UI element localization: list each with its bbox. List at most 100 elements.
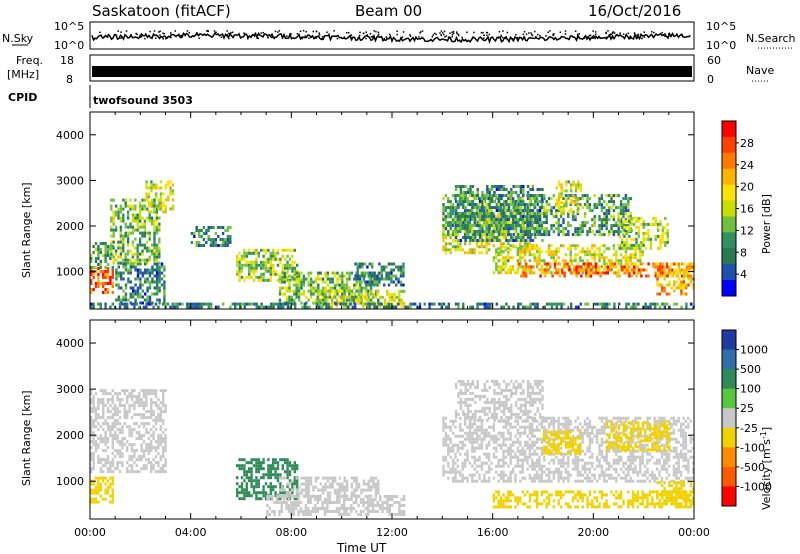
heatmap-cell [490,188,494,191]
heatmap-cell [99,398,102,402]
heatmap-cell [687,262,690,266]
heatmap-cell [583,224,587,228]
heatmap-cell [589,268,593,272]
heatmap-cell [124,268,128,272]
heatmap-cell [116,464,119,468]
heatmap-cell [380,271,383,275]
heatmap-cell [150,252,154,256]
heatmap-cell [140,398,143,402]
heatmap-cell [516,218,520,222]
heatmap-cell [111,452,114,456]
heatmap-cell [454,233,457,237]
heatmap-cell [519,215,523,218]
heatmap-cell [262,260,265,264]
heatmap-cell [110,228,113,232]
heatmap-cell [624,203,628,207]
heatmap-cell [133,404,136,408]
heatmap-cell [402,304,406,308]
heatmap-cell [622,203,625,207]
heatmap-cell [153,198,156,202]
heatmap-cell [627,262,630,266]
heatmap-cell [126,240,130,244]
heatmap-cell [661,271,665,275]
heatmap-cell [574,195,578,199]
nsky-point [592,30,594,32]
heatmap-cell [336,283,339,287]
heatmap-cell [328,495,331,498]
heatmap-cell [104,242,107,245]
heatmap-cell [159,425,162,429]
heatmap-cell [486,185,489,188]
heatmap-cell [558,180,561,184]
heatmap-cell [171,207,175,211]
heatmap-cell [516,239,520,243]
heatmap-cell [634,305,638,309]
heatmap-cell [112,228,115,232]
heatmap-cell [110,243,113,247]
heatmap-cell [99,389,102,393]
nsky-point [515,34,517,36]
heatmap-cell [658,268,661,272]
heatmap-cell [600,197,604,201]
heatmap-cell [375,277,379,281]
heatmap-cell [102,276,105,279]
heatmap-cell [97,267,100,270]
heatmap-cell [522,271,525,275]
heatmap-cell [490,197,494,200]
heatmap-cell [624,209,628,213]
heatmap-cell [92,398,95,402]
heatmap-cell [571,218,575,222]
heatmap-cell [560,210,563,214]
heatmap-cell [162,437,165,441]
heatmap-cell [395,274,398,278]
heatmap-cell [348,289,351,293]
heatmap-cell [162,452,165,456]
heatmap-cell [147,410,150,414]
heatmap-cell [335,304,339,308]
nsky-point [318,34,321,36]
heatmap-cell [127,271,130,275]
heatmap-cell [451,230,455,234]
heatmap-cell [521,218,524,222]
heatmap-cell [128,443,131,447]
heatmap-cell [145,410,148,414]
heatmap-cell [505,203,508,206]
heatmap-cell [623,246,626,250]
heatmap-cell [139,262,142,266]
heatmap-cell [463,194,467,198]
heatmap-cell [383,283,386,287]
heatmap-cell [454,200,458,203]
heatmap-cell [627,203,630,207]
heatmap-cell [293,470,296,474]
heatmap-cell [347,295,351,299]
heatmap-cell [579,233,582,237]
heatmap-cell [531,215,534,219]
heatmap-cell [343,498,346,501]
heatmap-cell [157,204,160,208]
heatmap-cell [150,392,153,396]
heatmap-cell [444,227,448,231]
heatmap-cell [625,246,629,250]
heatmap-cell [499,250,503,254]
heatmap-cell [612,194,616,198]
heatmap-cell [106,251,110,254]
heatmap-cell [383,301,387,305]
beam-title: Beam 00 [355,2,422,20]
heatmap-cell [577,204,580,208]
heatmap-cell [136,271,140,275]
heatmap-cell [560,302,563,306]
heatmap-cell [577,198,580,202]
nsky-point [456,32,458,35]
heatmap-cell [118,443,122,447]
heatmap-cell [122,258,125,262]
heatmap-cell [375,283,379,287]
heatmap-cell [311,510,315,513]
heatmap-cell [615,221,618,225]
heatmap-cell [323,498,327,501]
heatmap-cell [97,422,100,426]
heatmap-cell [615,224,618,228]
heatmap-cell [248,491,251,495]
heatmap-cell [547,253,551,257]
heatmap-cell [499,265,503,269]
heatmap-cell [278,513,281,516]
